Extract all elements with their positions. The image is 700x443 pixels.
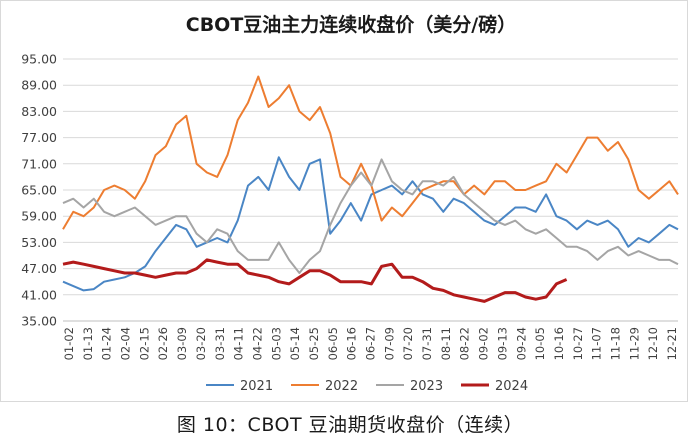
x-tick-label: 11-07 bbox=[590, 327, 604, 360]
x-tick-label: 01-02 bbox=[62, 327, 76, 360]
series-line-2024 bbox=[62, 258, 568, 303]
y-tick-label: 71.00 bbox=[21, 156, 57, 171]
x-tick-label: 01-24 bbox=[100, 327, 114, 360]
gridlines bbox=[63, 58, 678, 322]
x-tick-label: 02-15 bbox=[137, 327, 151, 360]
y-axis-ticks: 35.00 41.00 47.00 53.00 59.00 65.00 71.00 77.00… bbox=[21, 52, 57, 329]
x-tick-label: 06-05 bbox=[326, 327, 340, 360]
x-tick-label: 07-09 bbox=[382, 327, 396, 360]
x-tick-label: 08-22 bbox=[458, 327, 472, 360]
y-tick-label: 59.00 bbox=[21, 209, 57, 224]
y-tick-label: 77.00 bbox=[21, 130, 57, 145]
x-tick-label: 09-13 bbox=[495, 327, 509, 360]
x-tick-label: 11-18 bbox=[608, 327, 622, 360]
x-tick-label: 01-13 bbox=[81, 327, 95, 360]
y-tick-label: 53.00 bbox=[21, 235, 57, 250]
x-tick-label: 08-11 bbox=[439, 327, 453, 360]
x-tick-label: 02-26 bbox=[156, 327, 170, 360]
series-line-2021 bbox=[62, 156, 679, 292]
x-tick-label: 05-03 bbox=[269, 327, 283, 360]
x-tick-label: 07-31 bbox=[420, 327, 434, 360]
legend-label-2023: 2023 bbox=[410, 379, 443, 394]
chart-frame: CBOT豆油主力连续收盘价（美分/磅） 35.00 41.00 47.00 53.00… bbox=[0, 0, 688, 402]
x-tick-label: 12-10 bbox=[646, 327, 660, 360]
x-tick-label: 04-22 bbox=[250, 327, 264, 360]
x-tick-label: 06-27 bbox=[364, 327, 378, 360]
y-tick-label: 83.00 bbox=[21, 104, 57, 119]
y-tick-label: 47.00 bbox=[21, 261, 57, 276]
y-tick-label: 89.00 bbox=[21, 78, 57, 93]
line-chart: CBOT豆油主力连续收盘价（美分/磅） 35.00 41.00 47.00 53.00… bbox=[21, 13, 679, 394]
x-tick-label: 06-16 bbox=[345, 327, 359, 360]
x-tick-label: 03-31 bbox=[213, 327, 227, 360]
x-tick-label: 10-05 bbox=[533, 327, 547, 360]
series-lines bbox=[62, 75, 679, 303]
x-tick-label: 03-20 bbox=[194, 327, 208, 360]
legend-label-2021: 2021 bbox=[240, 379, 273, 394]
legend-label-2022: 2022 bbox=[325, 379, 358, 394]
x-tick-label: 04-11 bbox=[232, 327, 246, 360]
series-line-2022 bbox=[62, 75, 679, 230]
x-tick-label: 10-27 bbox=[571, 327, 585, 360]
x-tick-label: 09-02 bbox=[477, 327, 491, 360]
x-axis: 01-02 01-13 01-24 02-04 02-15 02-26 03-09 03-20… bbox=[62, 320, 679, 360]
x-tick-label: 10-16 bbox=[552, 327, 566, 360]
y-tick-label: 65.00 bbox=[21, 183, 57, 198]
x-tick-label: 05-25 bbox=[307, 327, 321, 360]
x-tick-label: 09-24 bbox=[514, 327, 528, 360]
y-tick-label: 95.00 bbox=[21, 52, 57, 67]
series-line-2023 bbox=[62, 158, 679, 274]
x-tick-label: 03-09 bbox=[175, 327, 189, 360]
legend: 2021 2022 2023 2024 bbox=[206, 379, 528, 394]
y-tick-label: 35.00 bbox=[21, 314, 57, 329]
chart-title: CBOT豆油主力连续收盘价（美分/磅） bbox=[186, 13, 516, 36]
x-tick-label: 11-29 bbox=[627, 327, 641, 360]
legend-label-2024: 2024 bbox=[495, 379, 528, 394]
x-tick-label: 12-21 bbox=[665, 327, 679, 360]
y-tick-label: 41.00 bbox=[21, 287, 57, 302]
x-tick-label: 02-04 bbox=[119, 327, 133, 360]
figure-caption: 图 10：CBOT 豆油期货收盘价（连续） bbox=[176, 414, 524, 436]
x-tick-label: 05-14 bbox=[288, 327, 302, 360]
x-tick-label: 07-20 bbox=[401, 327, 415, 360]
